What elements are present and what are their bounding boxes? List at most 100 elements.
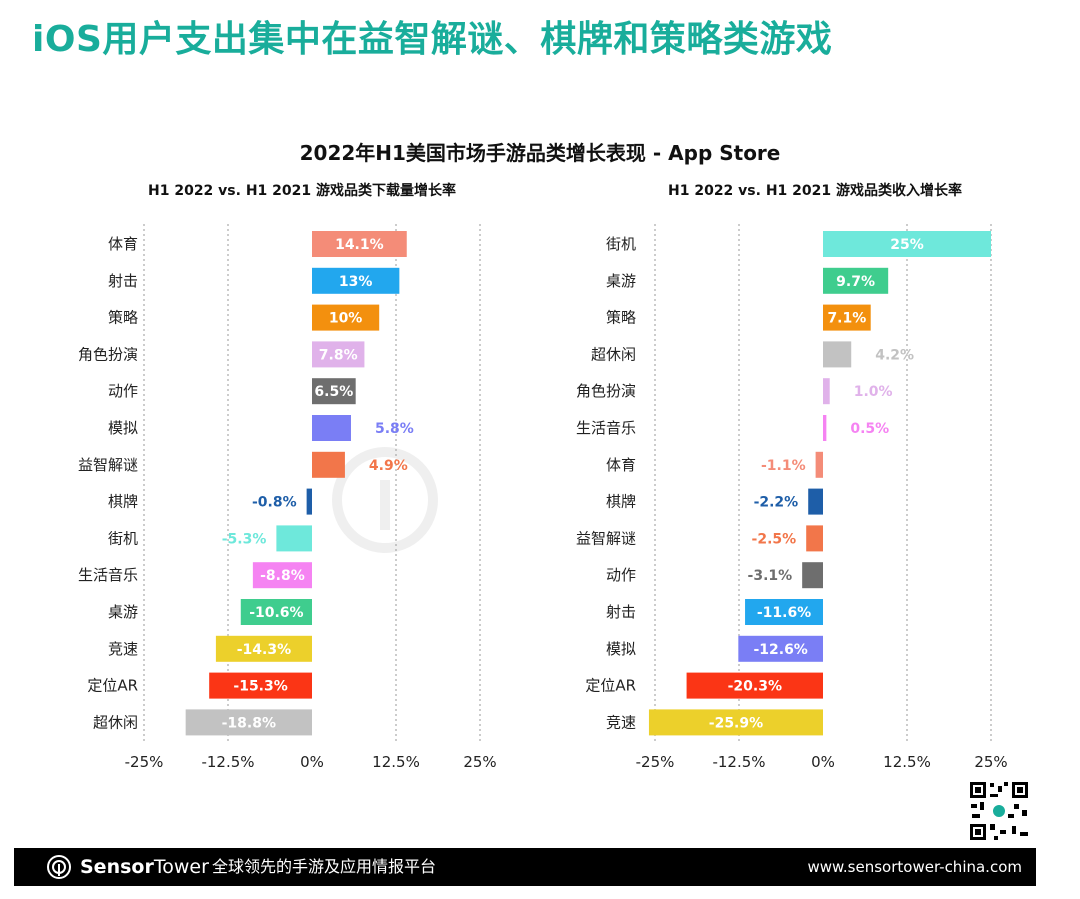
downloads-bar [312,267,400,294]
brand-name: SensorTower [80,856,209,878]
downloads-x-tick-label: 0% [300,753,324,771]
revenue-category-label: 动作 [606,566,636,584]
revenue-category-label: 桌游 [606,272,636,290]
footer-tagline: 全球领先的手游及应用情报平台 [212,857,437,876]
revenue-value-label: -25.9% [709,715,763,731]
revenue-bar [823,378,830,405]
revenue-value-label: 25% [890,237,924,253]
downloads-category-label: 街机 [108,529,138,547]
footer-brand: SensorTower [46,848,209,886]
downloads-value-label: 4.9% [369,458,408,474]
revenue-x-tick-label: -12.5% [712,753,765,771]
revenue-x-tick-label: 25% [974,753,1007,771]
revenue-bar [686,672,823,699]
revenue-bar [806,525,823,552]
downloads-value-label: -18.8% [222,715,276,731]
downloads-value-label: -0.8% [252,495,297,511]
downloads-x-tick-label: -12.5% [201,753,254,771]
downloads-bar [312,304,380,331]
revenue-category-label: 角色扮演 [576,382,636,400]
downloads-category-label: 棋牌 [108,493,138,511]
downloads-value-label: -8.8% [260,568,305,584]
downloads-category-label: 生活音乐 [78,566,138,584]
footer-bar: SensorTower 全球领先的手游及应用情报平台 www.sensortow… [14,848,1036,886]
revenue-value-label: 4.2% [875,347,914,363]
downloads-bar [185,709,312,736]
downloads-value-label: -10.6% [249,605,303,621]
downloads-category-label: 模拟 [108,419,138,437]
downloads-bar [240,599,312,625]
sensortower-watermark [332,447,438,553]
revenue-bar [808,488,823,515]
revenue-value-label: -12.6% [753,642,807,658]
downloads-value-label: -14.3% [237,642,291,658]
revenue-category-label: 益智解谜 [576,529,636,547]
growth-charts: -25% -12.5% 0% 12.5% 25% 体育 14.1% 射击 13% 策略 10% 角色扮… [78,224,1008,771]
revenue-category-label: 射击 [606,603,636,621]
revenue-value-label: 9.7% [836,274,875,290]
downloads-category-label: 射击 [108,272,138,290]
downloads-bar [312,378,356,405]
revenue-category-label: 竞速 [606,713,636,731]
revenue-bar [823,341,852,368]
downloads-bar [312,451,345,478]
revenue-value-label: 0.5% [850,421,889,437]
downloads-bar [312,231,407,257]
revenue-category-label: 街机 [606,235,636,253]
downloads-value-label: 13% [339,274,373,290]
revenue-value-label: -2.5% [752,531,797,547]
revenue-value-label: -2.2% [754,495,799,511]
revenue-bar [823,415,827,441]
downloads-category-label: 策略 [108,309,138,327]
downloads-bar [312,415,351,441]
downloads-category-label: 竞速 [108,640,138,658]
revenue-category-label: 棋牌 [606,493,636,511]
downloads-bar [306,488,312,515]
downloads-bar [252,562,312,589]
downloads-value-label: 6.5% [314,384,353,400]
downloads-value-label: 14.1% [335,237,384,253]
revenue-bar [648,709,823,736]
page-headline: iOS用户支出集中在益智解谜、棋牌和策略类游戏 [32,19,833,60]
revenue-category-label: 体育 [606,456,636,474]
revenue-chart-subtitle: H1 2022 vs. H1 2021 游戏品类收入增长率 [668,183,962,199]
revenue-bar [802,562,823,589]
downloads-value-label: -5.3% [222,531,267,547]
downloads-category-label: 角色扮演 [78,345,138,363]
revenue-bar [745,599,823,625]
downloads-bar [215,635,312,662]
revenue-bar [823,304,871,331]
revenue-value-label: -20.3% [728,679,782,695]
chart-title: 2022年H1美国市场手游品类增长表现 - App Store [299,141,781,165]
revenue-category-label: 生活音乐 [576,419,636,437]
downloads-value-label: 10% [329,311,363,327]
downloads-category-label: 超休闲 [93,713,138,731]
revenue-x-tick-label: -25% [636,753,675,771]
qr-code [968,780,1030,842]
downloads-category-label: 体育 [108,235,138,253]
revenue-bar [823,231,991,257]
downloads-bar [276,525,312,552]
footer-website: www.sensortower-china.com [807,858,1022,876]
revenue-value-label: -11.6% [757,605,811,621]
revenue-bar [738,635,823,662]
revenue-category-label: 模拟 [606,640,636,658]
revenue-x-tick-label: 12.5% [883,753,931,771]
downloads-category-label: 益智解谜 [78,456,138,474]
downloads-value-label: 7.8% [319,347,358,363]
downloads-x-tick-label: -25% [125,753,164,771]
sensortower-logo-icon [47,855,71,879]
revenue-value-label: 7.1% [827,311,866,327]
revenue-x-tick-label: 0% [811,753,835,771]
revenue-category-label: 定位AR [585,677,636,695]
downloads-value-label: -15.3% [233,679,287,695]
revenue-value-label: -3.1% [748,568,793,584]
downloads-value-label: 5.8% [375,421,414,437]
revenue-bar [823,267,889,294]
brand-name-suffix: Tower [153,856,209,878]
downloads-x-tick-label: 12.5% [372,753,420,771]
downloads-chart-subtitle: H1 2022 vs. H1 2021 游戏品类下载量增长率 [148,183,456,199]
downloads-category-label: 定位AR [87,677,138,695]
revenue-bar [815,451,823,478]
revenue-category-label: 策略 [606,309,636,327]
